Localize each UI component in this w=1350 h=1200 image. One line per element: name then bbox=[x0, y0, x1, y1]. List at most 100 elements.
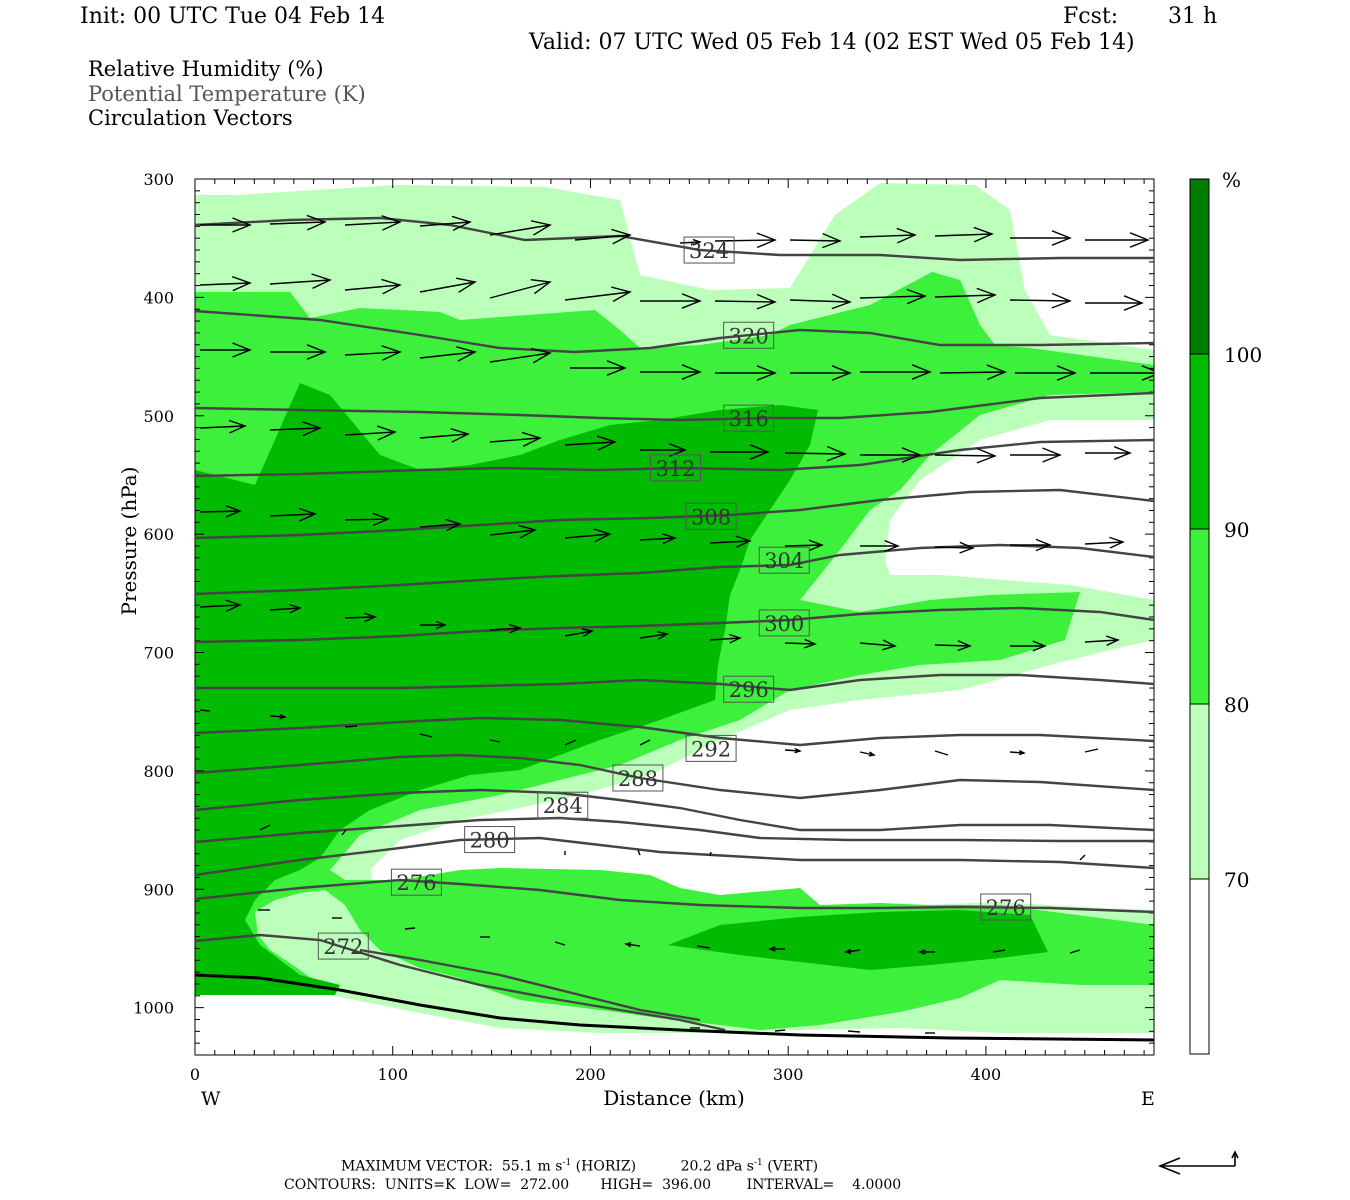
vector-arrow bbox=[845, 949, 861, 953]
vector-arrowhead bbox=[882, 639, 897, 651]
colorbar-swatch-below bbox=[1190, 879, 1209, 1054]
vector-arrowhead bbox=[794, 747, 802, 754]
vector-arrow bbox=[784, 544, 823, 547]
theta-label: 296 bbox=[729, 678, 769, 702]
vector-arrowhead bbox=[445, 518, 462, 532]
vector-arrow bbox=[564, 739, 577, 746]
vector-arrow bbox=[269, 221, 326, 225]
theta-label-box bbox=[649, 454, 701, 482]
y-tick-label: 600 bbox=[143, 525, 174, 544]
vector-arrowhead bbox=[804, 638, 817, 649]
vector-arrow bbox=[564, 441, 616, 446]
vector-arrow bbox=[714, 300, 776, 303]
vector-arrowhead bbox=[450, 428, 470, 443]
vector-arrowhead bbox=[844, 948, 852, 954]
vector-arrow bbox=[709, 540, 751, 544]
vector-arrowhead bbox=[381, 345, 402, 361]
vector-arrowhead bbox=[1018, 750, 1026, 756]
vector-arrow bbox=[859, 751, 875, 756]
vector-arrow bbox=[489, 739, 501, 743]
vector-arrow bbox=[679, 241, 701, 244]
theta-label: 284 bbox=[543, 794, 583, 818]
theta-label-box bbox=[723, 675, 775, 703]
vector-arrow bbox=[564, 291, 631, 301]
vector-arrowhead bbox=[976, 447, 997, 464]
theta-label: 316 bbox=[729, 407, 769, 431]
forecast-label: Fcst: bbox=[1063, 4, 1119, 29]
vector-arrow bbox=[1084, 541, 1124, 545]
vector-arrow bbox=[344, 221, 401, 226]
vector-arrow bbox=[269, 715, 286, 718]
vector-arrowhead bbox=[225, 599, 242, 612]
y-tick-label: 400 bbox=[143, 288, 174, 307]
vector-arrow bbox=[1084, 748, 1099, 753]
footer-contours: CONTOURS: UNITS=K LOW= 272.00 HIGH= 396.… bbox=[284, 1177, 902, 1193]
vector-arrow bbox=[419, 433, 469, 439]
vector-arrowhead bbox=[756, 232, 777, 249]
horiz-unit-exponent: -1 bbox=[562, 1158, 572, 1168]
theta-label-box bbox=[980, 893, 1032, 921]
vector-arrow bbox=[269, 607, 301, 611]
vector-arrow bbox=[489, 281, 551, 299]
vector-arrowhead bbox=[530, 278, 552, 295]
theta-contour bbox=[195, 391, 1154, 422]
max-vector-vert: 20.2 dPa s bbox=[680, 1158, 754, 1175]
y-tick-label: 900 bbox=[143, 880, 174, 899]
vector-arrow bbox=[934, 294, 996, 298]
vector-arrowhead bbox=[518, 524, 537, 539]
vector-arrowhead bbox=[1042, 447, 1062, 463]
vector-arrowhead bbox=[756, 365, 777, 381]
theta-label: 272 bbox=[323, 935, 363, 959]
vert-unit-exponent: -1 bbox=[753, 1158, 763, 1168]
vector-arrow bbox=[789, 299, 851, 303]
vector-arrow bbox=[419, 351, 476, 359]
vector-arrow bbox=[934, 750, 949, 756]
colorbar-label: 90 bbox=[1224, 518, 1249, 542]
theta-label-box bbox=[685, 502, 737, 530]
vector-arrowhead bbox=[232, 217, 252, 233]
vector-arrow bbox=[404, 927, 416, 930]
vector-arrowhead bbox=[455, 277, 477, 293]
vector-arrow bbox=[341, 829, 347, 836]
vector-arrow bbox=[199, 709, 211, 712]
theta-contour bbox=[195, 788, 1154, 832]
vector-arrowhead bbox=[1032, 640, 1047, 652]
vector-arrow bbox=[344, 518, 389, 521]
vector-arrowhead bbox=[884, 540, 900, 552]
theta-label: 300 bbox=[764, 612, 804, 636]
vector-arrowhead bbox=[656, 630, 669, 640]
vector-arrow bbox=[419, 523, 461, 528]
vector-arrowhead bbox=[289, 603, 302, 614]
vector-arrow bbox=[489, 224, 551, 236]
vector-arrowhead bbox=[624, 942, 632, 948]
x-end-label-west: W bbox=[201, 1088, 221, 1110]
vector-arrow bbox=[709, 637, 741, 641]
legend-relative-humidity: Relative Humidity (%) bbox=[88, 57, 324, 81]
vector-arrowhead bbox=[986, 364, 1007, 381]
vector-arrowhead bbox=[581, 628, 594, 638]
y-tick-labels: 300 400 500 600 700 800 900 1000 bbox=[133, 170, 174, 1018]
vector-arrow bbox=[859, 234, 916, 238]
vector-arrowhead bbox=[918, 949, 926, 955]
vector-arrow bbox=[1069, 949, 1081, 954]
x-tick-label: 200 bbox=[575, 1065, 606, 1084]
vector-arrow bbox=[1009, 299, 1071, 302]
vert-tag: (VERT) bbox=[767, 1158, 819, 1175]
theta-contour bbox=[195, 438, 1154, 478]
vector-arrow bbox=[344, 351, 401, 356]
vector-arrow bbox=[419, 733, 433, 738]
vector-arrowhead bbox=[376, 425, 397, 441]
vector-arrowhead bbox=[306, 214, 327, 231]
y-tick-label: 300 bbox=[143, 170, 174, 189]
vector-arrowhead bbox=[768, 946, 776, 952]
vector-arrow bbox=[199, 510, 241, 513]
vector-arrowhead bbox=[606, 360, 627, 376]
vector-arrow bbox=[419, 221, 471, 227]
vector-arrowhead bbox=[451, 215, 472, 232]
vector-arrow bbox=[269, 513, 316, 517]
x-tick-label: 0 bbox=[190, 1065, 200, 1084]
theta-contour bbox=[195, 673, 1154, 692]
vector-arrow bbox=[934, 233, 993, 237]
vector-arrow bbox=[1079, 854, 1086, 861]
vector-arrow bbox=[1009, 751, 1025, 754]
